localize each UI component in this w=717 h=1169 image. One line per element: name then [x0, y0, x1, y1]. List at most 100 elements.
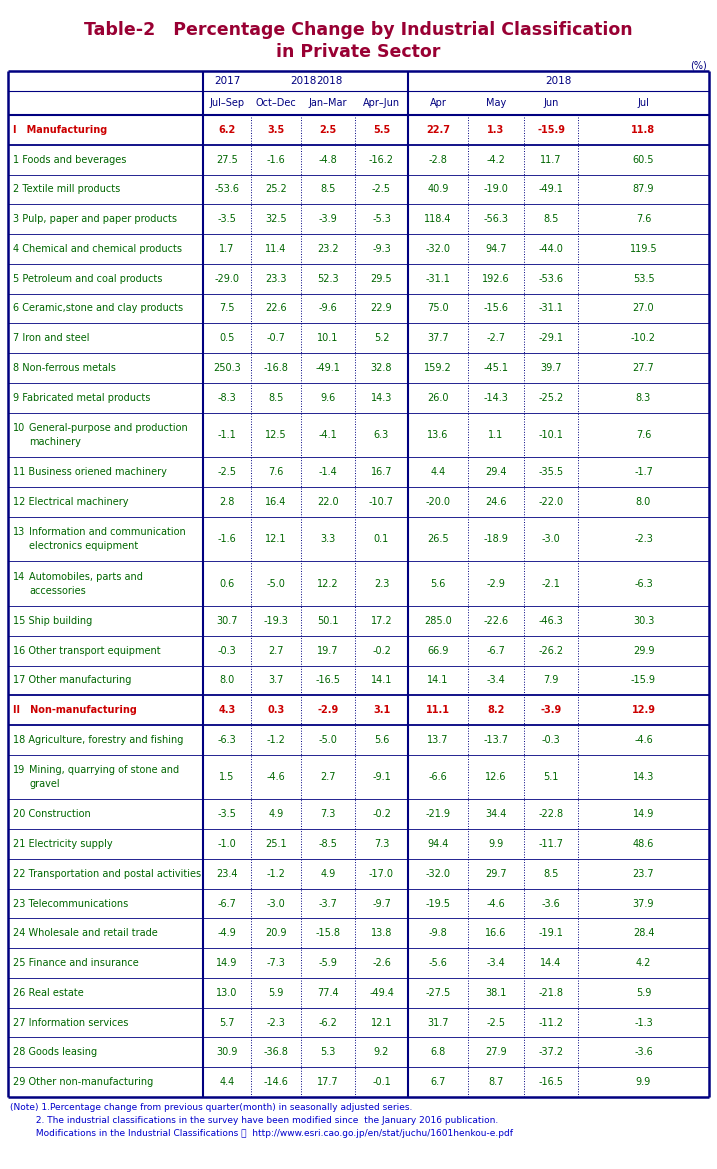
Text: -1.2: -1.2: [267, 735, 285, 745]
Text: -4.8: -4.8: [318, 154, 338, 165]
Text: 34.4: 34.4: [485, 809, 507, 819]
Text: 32.5: 32.5: [265, 214, 287, 224]
Text: -3.0: -3.0: [267, 899, 285, 908]
Text: 7.9: 7.9: [543, 676, 559, 685]
Text: -45.1: -45.1: [483, 362, 508, 373]
Text: 25 Finance and insurance: 25 Finance and insurance: [13, 959, 139, 968]
Text: accessories: accessories: [29, 586, 86, 596]
Text: -2.3: -2.3: [267, 1017, 285, 1028]
Text: Modifications in the Industrial Classifications ；  http://www.esri.cao.go.jp/en/: Modifications in the Industrial Classifi…: [10, 1129, 513, 1137]
Text: 26.5: 26.5: [427, 534, 449, 544]
Text: -21.8: -21.8: [538, 988, 564, 998]
Text: 30.9: 30.9: [217, 1047, 238, 1058]
Text: 14: 14: [13, 572, 25, 582]
Text: Jul: Jul: [637, 98, 650, 108]
Text: 0.1: 0.1: [374, 534, 389, 544]
Text: 12.6: 12.6: [485, 772, 507, 782]
Text: 11 Business oriened machinery: 11 Business oriened machinery: [13, 468, 167, 477]
Text: 3 Pulp, paper and paper products: 3 Pulp, paper and paper products: [13, 214, 177, 224]
Text: 40.9: 40.9: [427, 185, 449, 194]
Text: -14.3: -14.3: [483, 393, 508, 402]
Text: Automobiles, parts and: Automobiles, parts and: [29, 572, 143, 582]
Text: 17 Other manufacturing: 17 Other manufacturing: [13, 676, 131, 685]
Text: 10.1: 10.1: [318, 333, 338, 344]
Text: 26 Real estate: 26 Real estate: [13, 988, 84, 998]
Text: 27.0: 27.0: [632, 304, 655, 313]
Text: 2.8: 2.8: [219, 497, 234, 507]
Text: 77.4: 77.4: [317, 988, 339, 998]
Text: 26.0: 26.0: [427, 393, 449, 402]
Text: 8.0: 8.0: [636, 497, 651, 507]
Text: 22.0: 22.0: [317, 497, 339, 507]
Text: 27.9: 27.9: [485, 1047, 507, 1058]
Text: 12.5: 12.5: [265, 430, 287, 440]
Text: 50.1: 50.1: [317, 616, 338, 625]
Text: Apr: Apr: [429, 98, 447, 108]
Text: 4.9: 4.9: [320, 869, 336, 879]
Text: 9.9: 9.9: [488, 839, 503, 849]
Text: -20.0: -20.0: [425, 497, 450, 507]
Text: 4.9: 4.9: [268, 809, 284, 819]
Text: 7.6: 7.6: [268, 468, 284, 477]
Text: 27 Information services: 27 Information services: [13, 1017, 128, 1028]
Text: 6.3: 6.3: [374, 430, 389, 440]
Text: -10.7: -10.7: [369, 497, 394, 507]
Text: 29.5: 29.5: [371, 274, 392, 284]
Text: 0.5: 0.5: [219, 333, 234, 344]
Text: 16.4: 16.4: [265, 497, 287, 507]
Text: 7.3: 7.3: [320, 809, 336, 819]
Text: 16 Other transport equipment: 16 Other transport equipment: [13, 645, 161, 656]
Text: 75.0: 75.0: [427, 304, 449, 313]
Text: 24.6: 24.6: [485, 497, 507, 507]
Text: 2. The industrial classifications in the survey have been modified since  the Ja: 2. The industrial classifications in the…: [10, 1116, 498, 1125]
Text: 14.4: 14.4: [541, 959, 561, 968]
Text: -16.8: -16.8: [264, 362, 288, 373]
Text: 7.6: 7.6: [636, 430, 651, 440]
Text: 2018: 2018: [316, 76, 343, 87]
Text: 6.2: 6.2: [219, 125, 236, 134]
Text: 3.3: 3.3: [320, 534, 336, 544]
Text: 27.5: 27.5: [216, 154, 238, 165]
Text: 22.7: 22.7: [426, 125, 450, 134]
Text: 23.3: 23.3: [265, 274, 287, 284]
Text: 15 Ship building: 15 Ship building: [13, 616, 92, 625]
Text: -0.2: -0.2: [372, 809, 391, 819]
Text: 30.7: 30.7: [217, 616, 238, 625]
Text: 12.1: 12.1: [371, 1017, 392, 1028]
Text: -49.1: -49.1: [538, 185, 564, 194]
Text: -3.5: -3.5: [217, 809, 237, 819]
Text: 8.5: 8.5: [320, 185, 336, 194]
Text: -37.2: -37.2: [538, 1047, 564, 1058]
Text: -35.5: -35.5: [538, 468, 564, 477]
Text: -2.5: -2.5: [487, 1017, 505, 1028]
Text: 12 Electrical machinery: 12 Electrical machinery: [13, 497, 128, 507]
Text: -6.7: -6.7: [487, 645, 505, 656]
Text: 8 Non-ferrous metals: 8 Non-ferrous metals: [13, 362, 116, 373]
Text: 5.9: 5.9: [636, 988, 651, 998]
Text: -22.6: -22.6: [483, 616, 508, 625]
Text: -29.1: -29.1: [538, 333, 564, 344]
Text: 11.8: 11.8: [632, 125, 655, 134]
Text: -1.3: -1.3: [634, 1017, 653, 1028]
Text: 23.2: 23.2: [317, 244, 339, 254]
Text: -3.9: -3.9: [541, 705, 561, 715]
Text: 5.9: 5.9: [268, 988, 284, 998]
Text: -0.2: -0.2: [372, 645, 391, 656]
Text: 1 Foods and beverages: 1 Foods and beverages: [13, 154, 126, 165]
Text: 18 Agriculture, forestry and fishing: 18 Agriculture, forestry and fishing: [13, 735, 184, 745]
Text: -4.1: -4.1: [318, 430, 338, 440]
Text: -2.6: -2.6: [372, 959, 391, 968]
Text: Information and communication: Information and communication: [29, 527, 186, 537]
Text: 4.2: 4.2: [636, 959, 651, 968]
Text: 5.6: 5.6: [430, 579, 446, 589]
Text: -1.2: -1.2: [267, 869, 285, 879]
Text: 4.4: 4.4: [430, 468, 446, 477]
Text: 2.3: 2.3: [374, 579, 389, 589]
Text: 39.7: 39.7: [540, 362, 561, 373]
Text: 5 Petroleum and coal products: 5 Petroleum and coal products: [13, 274, 162, 284]
Text: -9.8: -9.8: [429, 928, 447, 939]
Text: -3.4: -3.4: [487, 676, 505, 685]
Text: 22 Transportation and postal activities: 22 Transportation and postal activities: [13, 869, 201, 879]
Text: 27.7: 27.7: [632, 362, 655, 373]
Text: -2.9: -2.9: [487, 579, 505, 589]
